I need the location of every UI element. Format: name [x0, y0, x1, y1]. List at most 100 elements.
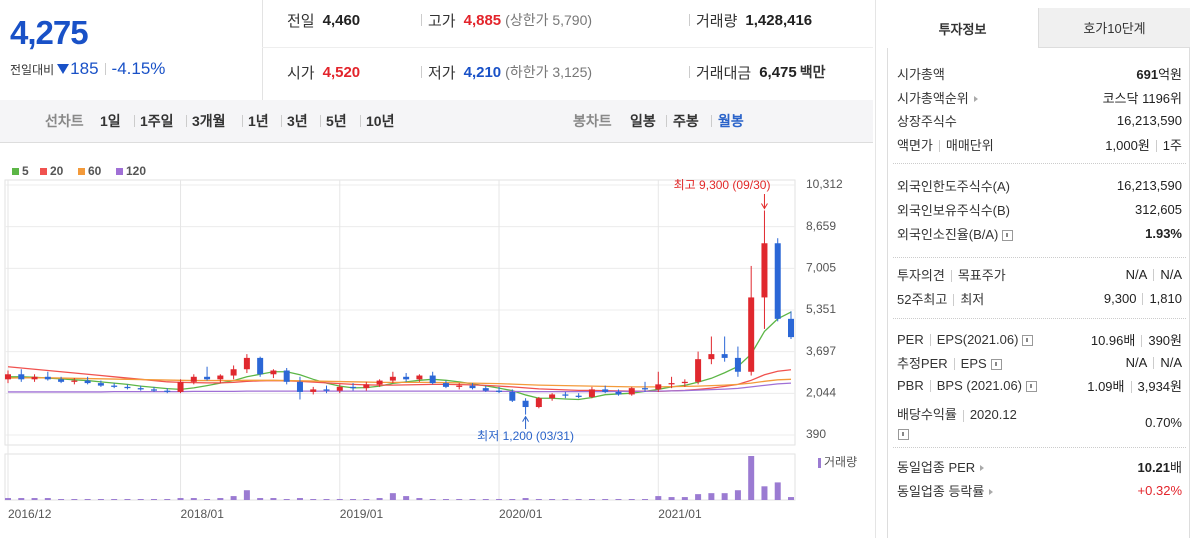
candle-body — [734, 357, 741, 372]
period-button[interactable]: 월봉 — [718, 113, 744, 129]
volume-bar — [668, 497, 675, 500]
value: 1,000원 — [1105, 137, 1150, 153]
quote-header: 4,275 전일대비 185 -4.15% 전일 4,460 시가 4,520 고가… — [0, 0, 873, 101]
candle-body — [204, 376, 211, 380]
candle-body — [655, 384, 662, 390]
separator — [689, 14, 690, 26]
period-button[interactable]: 5년 — [326, 113, 347, 129]
y-tick-label: 2,044 — [806, 385, 836, 399]
legend-swatch — [40, 168, 47, 175]
down-icon — [57, 64, 70, 74]
volume-bar — [296, 498, 303, 500]
candle-body — [761, 243, 768, 298]
label: 상장주식수 — [897, 113, 957, 129]
label: EPS(2021.06) — [936, 331, 1019, 347]
info-row: 동일업종 PER 10.21배 — [897, 456, 1182, 476]
label[interactable]: 동일업종 PER — [897, 459, 976, 475]
candle-body — [310, 389, 317, 392]
label: 외국인한도주식수(A) — [897, 178, 1011, 194]
separator — [242, 115, 243, 127]
tab[interactable]: 호가10단계 — [1038, 8, 1190, 48]
period-button[interactable]: 3개월 — [192, 113, 226, 129]
value-group: N/A N/A — [1126, 267, 1182, 282]
separator — [421, 66, 422, 78]
volume-bar — [150, 499, 157, 500]
candle-body — [350, 386, 357, 389]
label: 시가총액 — [897, 66, 945, 82]
value: N/A — [1125, 266, 1148, 282]
help-icon[interactable] — [990, 358, 1002, 370]
value-group: 10.96배 390원 — [1091, 330, 1182, 349]
candle-body — [469, 385, 476, 389]
change: 185 — [70, 59, 99, 78]
separator — [186, 115, 187, 127]
separator — [929, 334, 931, 347]
volume-bar — [310, 499, 317, 500]
label[interactable]: 동일업종 등락률 — [897, 483, 985, 499]
separator — [134, 115, 135, 127]
arrow-icon — [989, 489, 994, 496]
unit: 백만 — [799, 64, 826, 80]
annotation-arrowhead — [522, 415, 530, 422]
candle-body — [323, 389, 330, 391]
period-button[interactable]: 일봉 — [630, 113, 656, 129]
volume-bar — [177, 498, 184, 500]
value: 1,810 — [1149, 290, 1182, 306]
period-button[interactable]: 주봉 — [673, 113, 699, 129]
value: 0.70% — [1145, 414, 1182, 430]
period-button[interactable]: 3년 — [287, 113, 308, 129]
volume-bar — [588, 499, 595, 500]
volume-bar — [642, 499, 649, 500]
candle-body — [562, 394, 569, 396]
info-row: 시가총액 691억원 — [897, 63, 1182, 83]
candle-body — [177, 381, 184, 392]
help-icon[interactable] — [1022, 334, 1034, 346]
help-icon[interactable] — [1002, 229, 1014, 241]
volume-bar — [376, 498, 383, 500]
candle-body — [44, 376, 51, 380]
note: (상한가 5,790) — [505, 12, 593, 28]
label: 저가 — [428, 64, 456, 82]
period-button[interactable]: 1일 — [100, 113, 121, 129]
value: 16,213,590 — [1116, 112, 1182, 128]
quote-item: 전일 4,460 — [287, 9, 360, 31]
volume-bar — [615, 499, 622, 500]
period-button[interactable]: 1년 — [248, 113, 269, 129]
candle-body — [111, 385, 118, 387]
tab-active[interactable]: 투자정보 — [887, 8, 1038, 48]
label[interactable]: 시가총액순위 — [897, 90, 969, 106]
value: 4,210 — [463, 63, 502, 81]
toolbar — [0, 100, 873, 143]
y-tick-label: 8,659 — [806, 219, 836, 233]
help-icon[interactable] — [1026, 380, 1038, 392]
help-icon[interactable] — [898, 429, 909, 440]
label: 배당수익률 — [897, 407, 957, 422]
change-row: 전일대비 185 -4.15% — [10, 58, 165, 80]
volume-bar — [761, 486, 768, 500]
info-row: PER EPS(2021.06) 10.96배 390원 — [897, 329, 1182, 349]
volume-bar — [496, 499, 503, 500]
label: 매매단위 — [945, 137, 994, 153]
volume-bar — [708, 493, 715, 500]
quote-item: 거래대금 6,475 백만 — [683, 61, 826, 83]
candle-body — [31, 376, 38, 380]
candle-body — [137, 388, 144, 390]
separator — [1155, 140, 1157, 153]
info-row: 외국인보유주식수(B) 312,605 — [897, 199, 1182, 219]
quote-item: 시가 4,520 — [287, 61, 360, 83]
volume-bar — [5, 498, 11, 500]
value: 16,213,590 — [1116, 177, 1182, 193]
info-row: 외국인한도주식수(A) 16,213,590 — [897, 175, 1182, 195]
volume-bar — [336, 499, 343, 500]
period-button[interactable]: 10년 — [366, 113, 395, 129]
legend-swatch — [12, 168, 19, 175]
period-button[interactable]: 1주일 — [140, 113, 174, 129]
separator — [950, 270, 952, 283]
volume-bar — [243, 490, 250, 500]
legend-swatch — [78, 168, 85, 175]
candle-body — [509, 391, 516, 401]
value: 10.96배 — [1090, 332, 1136, 348]
volume-bar — [31, 498, 38, 500]
label: 고가 — [428, 12, 456, 30]
volume-bar — [124, 499, 131, 500]
